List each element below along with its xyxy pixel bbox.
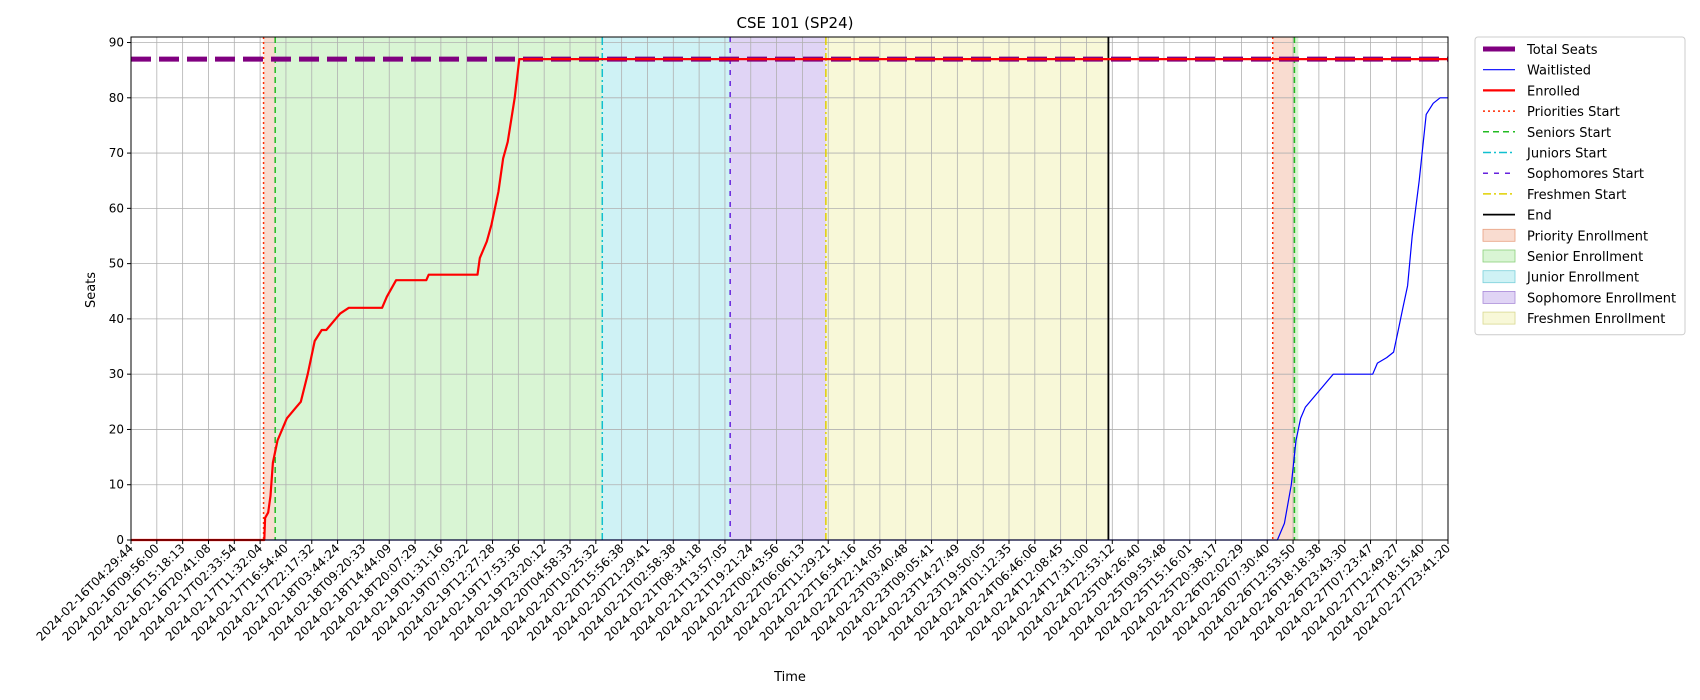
series-waitlisted-line [131, 97, 1448, 541]
region-priority-enrollment [1272, 37, 1295, 540]
region-sophomore-enrollment [730, 37, 826, 540]
legend-label: Seniors Start [1527, 126, 1611, 141]
legend-box [1474, 36, 1686, 336]
legend-label: Freshmen Enrollment [1527, 312, 1665, 327]
legend: Total Seats Waitlisted Enrolled Priorities … [1474, 36, 1686, 336]
legend-swatch [1482, 249, 1516, 263]
y-tick-label: 70 [109, 146, 124, 160]
legend-label: Senior Enrollment [1527, 250, 1643, 265]
region-senior-enrollment [1294, 37, 1299, 540]
legend-swatch [1482, 270, 1516, 284]
legend-label: Enrolled [1527, 84, 1580, 99]
legend-swatch [1482, 228, 1516, 242]
y-tick-label: 20 [109, 422, 124, 436]
y-tick-label: 40 [109, 312, 124, 326]
legend-label: Sophomore Enrollment [1527, 291, 1676, 306]
legend-swatch [1482, 311, 1516, 325]
legend-label: Waitlisted [1527, 64, 1591, 79]
y-axis-label: Seats [84, 272, 99, 308]
legend-label: Junior Enrollment [1526, 271, 1639, 286]
y-tick-label: 30 [109, 367, 124, 381]
series-enrolled-line [131, 57, 1448, 542]
plot-frame [130, 36, 1449, 541]
y-tick-label: 90 [109, 36, 124, 50]
plot-area: 01020304050607080902024-02-16T04:29:4420… [34, 36, 1454, 644]
legend-label: Total Seats [1526, 43, 1598, 58]
legend-label: Freshmen Start [1527, 188, 1626, 203]
y-tick-label: 50 [109, 257, 124, 271]
y-tick-label: 10 [109, 478, 124, 492]
legend-swatch [1482, 290, 1516, 304]
legend-label: Sophomores Start [1527, 167, 1644, 182]
region-freshmen-enrollment [825, 37, 1109, 540]
region-senior-enrollment [275, 37, 603, 540]
legend-label: Juniors Start [1526, 147, 1607, 162]
region-junior-enrollment [602, 37, 731, 540]
y-tick-label: 60 [109, 201, 124, 215]
chart-title: CSE 101 (SP24) [737, 14, 854, 32]
region-priority-enrollment [263, 37, 276, 540]
y-tick-label: 80 [109, 91, 124, 105]
x-axis-label: Time [773, 670, 806, 685]
legend-label: Priority Enrollment [1527, 229, 1648, 244]
legend-label: Priorities Start [1527, 105, 1620, 120]
y-tick-label: 0 [116, 533, 124, 547]
legend-label: End [1527, 209, 1552, 224]
